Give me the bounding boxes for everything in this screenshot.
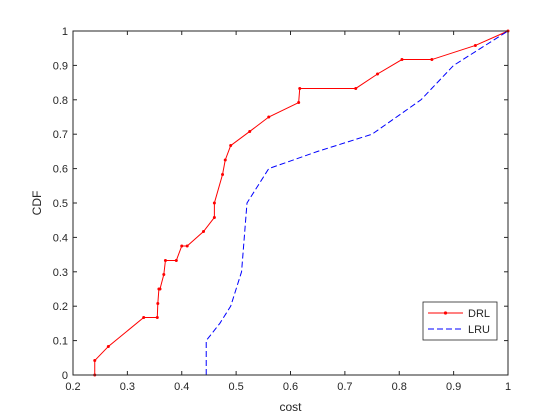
- series-point-drl: [142, 316, 146, 320]
- y-tick-label: 0.7: [53, 129, 68, 141]
- y-tick-label: 0.3: [53, 267, 68, 279]
- x-tick-label: 0.7: [337, 381, 352, 393]
- y-tick-label: 0.4: [53, 232, 68, 244]
- series-point-drl: [229, 144, 233, 148]
- series-point-drl: [221, 172, 225, 176]
- series-point-drl: [298, 86, 302, 90]
- series-point-drl: [212, 215, 216, 219]
- series-point-drl: [248, 129, 252, 133]
- series-layer: [93, 29, 510, 377]
- series-line-lru: [205, 30, 509, 375]
- series-point-drl: [297, 101, 301, 105]
- x-axis-label: cost: [279, 400, 302, 414]
- y-tick-label: 0.5: [53, 198, 68, 210]
- series-point-drl: [106, 344, 110, 348]
- legend-label-lru: LRU: [468, 324, 490, 336]
- series-point-drl: [180, 244, 184, 248]
- series-point-drl: [156, 301, 160, 305]
- x-tick-label: 0.3: [120, 381, 135, 393]
- x-tick-label: 0.8: [392, 381, 407, 393]
- series-point-drl: [473, 43, 477, 47]
- y-tick-label: 0.1: [53, 336, 68, 348]
- tick-layer: 0.2 0.3 0.4 0.5 0.6 0.7 0.8 0.9 1 0 0.1 0.2 0.3 0.4 0.…: [53, 26, 511, 393]
- y-tick-label: 1: [62, 26, 68, 38]
- series-point-drl: [400, 58, 404, 62]
- legend-box: [422, 301, 498, 341]
- y-tick-label: 0: [62, 370, 68, 382]
- series-point-drl: [185, 244, 189, 248]
- series-point-drl: [430, 58, 434, 62]
- series-point-drl: [354, 86, 358, 90]
- series-point-drl: [163, 258, 167, 262]
- x-tick-label: 0.2: [65, 381, 80, 393]
- y-tick-label: 0.2: [53, 301, 68, 313]
- y-tick-label: 0.9: [53, 60, 68, 72]
- series-point-drl: [376, 72, 379, 76]
- series-point-drl: [162, 273, 166, 277]
- legend: DRL LRU: [422, 301, 498, 341]
- series-point-drl: [93, 359, 97, 363]
- series-point-drl: [155, 316, 159, 320]
- series-point-drl: [267, 115, 271, 119]
- y-axis-label: CDF: [30, 191, 44, 216]
- series-point-drl: [202, 230, 205, 234]
- x-tick-label: 1: [505, 381, 511, 393]
- series-point-drl: [212, 201, 216, 205]
- x-tick-label: 0.6: [283, 381, 298, 393]
- y-tick-label: 0.8: [53, 95, 68, 107]
- legend-marker-drl: [443, 311, 448, 315]
- legend-label-drl: DRL: [468, 308, 490, 320]
- x-tick-label: 0.4: [174, 381, 189, 393]
- plot-frame: [72, 30, 509, 376]
- x-tick-label: 0.9: [446, 381, 461, 393]
- x-tick-label: 0.5: [228, 381, 243, 393]
- y-tick-label: 0.6: [53, 164, 68, 176]
- series-point-drl: [174, 258, 178, 262]
- series-point-drl: [158, 287, 162, 291]
- series-point-drl: [223, 158, 227, 162]
